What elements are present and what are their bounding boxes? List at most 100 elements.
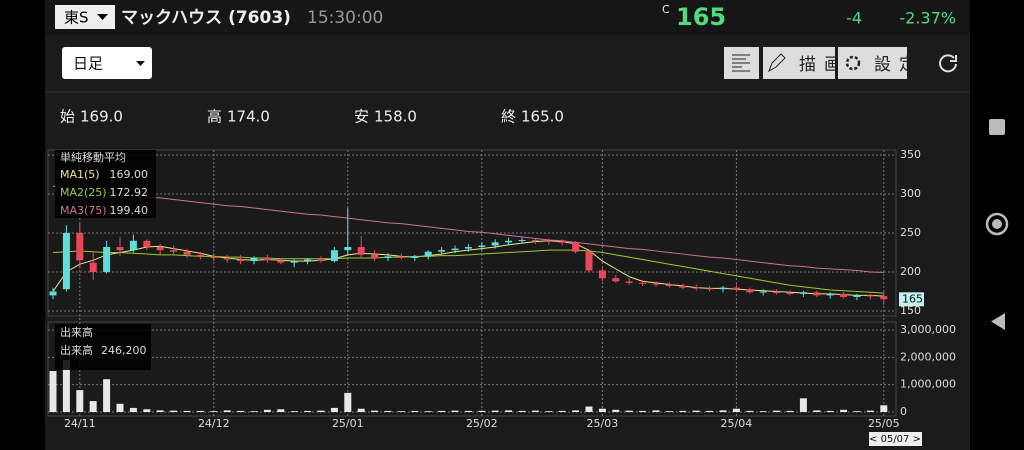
x-tick-label: 24/12 [198, 417, 230, 430]
ohlc-label: 安 [354, 108, 369, 126]
candle-body [491, 242, 499, 246]
candle-body [263, 257, 271, 261]
ma-line [52, 185, 884, 273]
x-tick-label: 25/01 [332, 417, 364, 430]
volume-bar [250, 411, 258, 412]
settings-button[interactable]: 設定 [838, 47, 924, 79]
volume-bar [558, 410, 566, 412]
candle-body [49, 291, 57, 296]
volume-bar [665, 411, 673, 412]
volume-bar [263, 409, 271, 412]
candle-body [371, 254, 379, 258]
ohlc-value: 169.0 [80, 108, 123, 126]
candle-body [840, 293, 848, 297]
candle-body [732, 287, 740, 290]
ma-legend [55, 150, 156, 218]
legend-name: MA1(5) [60, 168, 100, 181]
candle-body [357, 247, 365, 255]
candle-body [665, 284, 673, 287]
y-tick-label: 2,000,000 [900, 350, 956, 363]
button-bg [838, 47, 907, 79]
ohlc-value: 165.0 [521, 108, 564, 126]
legend-name: 出来高 [60, 343, 93, 357]
volume-bar [411, 410, 419, 412]
period-select[interactable] [62, 47, 152, 79]
volume-bar [732, 408, 740, 412]
nav-home-dot [992, 219, 1002, 229]
button-bg [763, 47, 835, 79]
y-tick-label: 1,000,000 [900, 378, 956, 391]
candle-body [62, 233, 70, 290]
candle-body [183, 251, 191, 255]
volume-bar [424, 411, 432, 412]
ohlc-value: 158.0 [374, 108, 417, 126]
price-tag-label: 165 [902, 292, 923, 305]
volume-plot [47, 321, 897, 417]
ohlc-label: 始 [60, 108, 75, 126]
candle-body [223, 257, 231, 260]
candle-body [451, 248, 459, 251]
volume-bar [397, 411, 405, 412]
candle-body [397, 256, 405, 258]
volume-bar [317, 410, 325, 412]
volume-bar [692, 410, 700, 412]
candle-body [746, 289, 754, 293]
candle-body [719, 287, 727, 290]
volume-bar [330, 407, 338, 412]
volume-bar [639, 410, 647, 412]
volume-bar [572, 410, 580, 412]
candle-body [290, 261, 298, 263]
y-tick-label: 200 [900, 265, 921, 278]
y-tick-label: 300 [900, 187, 921, 200]
volume-bar [156, 410, 164, 412]
refresh-icon[interactable] [939, 54, 957, 73]
period: 日足 [73, 55, 103, 73]
volume-bar [357, 408, 365, 412]
volume-bar [518, 410, 526, 412]
volume-bar [116, 403, 124, 412]
candle-body [799, 292, 807, 294]
volume-bar [49, 371, 57, 412]
candle-body [759, 291, 767, 293]
ma-legend-title: 単純移動平均 [60, 150, 126, 164]
legend-value: 246,200 [101, 344, 147, 357]
volume-bar [612, 409, 620, 412]
change-pct: -2.37% [899, 9, 956, 28]
y-tick-label: 0 [900, 405, 907, 418]
nav-back[interactable] [991, 313, 1005, 330]
volume-legend [55, 324, 151, 370]
date-callout [869, 432, 922, 446]
y-tick-label: 3,000,000 [900, 323, 956, 336]
nav-recent[interactable] [989, 119, 1005, 135]
x-tick-label: 24/11 [64, 417, 96, 430]
legend-value: 169.00 [110, 168, 149, 181]
volume-bar [129, 407, 137, 412]
volume-bar [759, 411, 767, 412]
volume-bar [531, 410, 539, 412]
candle-body [518, 240, 526, 242]
nav-home[interactable] [985, 212, 1009, 236]
candle-body [692, 287, 700, 289]
candle-body [304, 259, 312, 262]
candle-body [464, 247, 472, 249]
volume-bar [679, 410, 687, 412]
exchange: 東S [64, 9, 89, 27]
candle-body [317, 259, 325, 262]
volume-bar [625, 410, 633, 412]
draw-button[interactable]: 描画 [763, 47, 849, 79]
volume-bar [598, 408, 606, 412]
top-bar [45, 0, 970, 35]
candle-body [598, 270, 606, 279]
pencil-icon [768, 53, 786, 73]
candle-body [330, 250, 338, 262]
candle-body [558, 241, 566, 243]
candle-body [170, 250, 178, 252]
volume-bar [491, 410, 499, 412]
candle-body [773, 291, 781, 294]
volume-bar [143, 409, 151, 412]
candle-body [545, 240, 553, 242]
stock-name: マックハウス (7603) [121, 8, 291, 28]
volume-bar [799, 398, 807, 412]
candle-body [706, 288, 714, 290]
candle-body [156, 247, 164, 251]
